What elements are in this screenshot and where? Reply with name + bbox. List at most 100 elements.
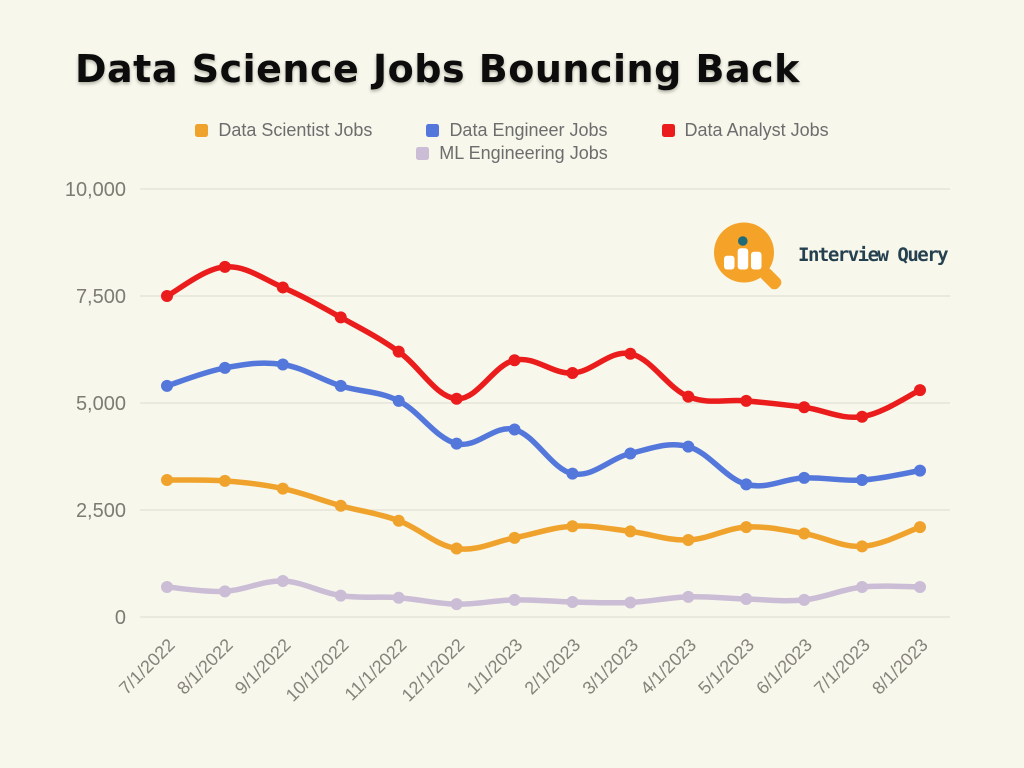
series-line-data-scientist-jobs <box>164 477 923 552</box>
data-point-data-engineer-jobs-11/1/2022 <box>392 394 405 407</box>
legend-item-data-analyst-jobs: Data Analyst Jobs <box>661 120 829 141</box>
data-point-data-analyst-jobs-8/1/2023 <box>914 384 926 397</box>
x-axis-label: 3/1/2023 <box>579 635 643 699</box>
legend-label: Data Engineer Jobs <box>449 120 608 140</box>
data-point-data-analyst-jobs-1/1/2023 <box>508 354 521 367</box>
data-point-data-scientist-jobs-8/1/2022 <box>218 474 231 487</box>
data-point-data-scientist-jobs-10/1/2022 <box>334 499 347 512</box>
data-point-data-analyst-jobs-7/1/2022 <box>161 290 173 302</box>
chart-title: Data Science Jobs Bouncing Back <box>75 47 800 91</box>
data-point-ml-engineering-jobs-4/1/2023 <box>682 590 695 603</box>
data-point-ml-engineering-jobs-3/1/2023 <box>624 596 637 609</box>
data-point-data-scientist-jobs-5/1/2023 <box>740 521 753 534</box>
data-point-ml-engineering-jobs-7/1/2022 <box>161 581 173 594</box>
data-point-data-engineer-jobs-7/1/2023 <box>856 474 869 487</box>
data-point-data-analyst-jobs-4/1/2023 <box>682 390 695 403</box>
data-point-ml-engineering-jobs-7/1/2023 <box>856 581 869 594</box>
data-point-data-engineer-jobs-6/1/2023 <box>798 471 811 484</box>
data-point-data-analyst-jobs-8/1/2022 <box>218 260 231 273</box>
legend-item-data-scientist-jobs: Data Scientist Jobs <box>195 120 372 141</box>
data-point-ml-engineering-jobs-9/1/2022 <box>276 575 289 588</box>
data-point-data-scientist-jobs-7/1/2023 <box>856 540 869 553</box>
legend-swatch <box>426 124 440 137</box>
legend-item-ml-engineering-jobs: ML Engineering Jobs <box>416 143 608 164</box>
y-axis-label: 0 <box>115 607 126 629</box>
data-point-data-engineer-jobs-9/1/2022 <box>276 358 289 371</box>
y-axis-label: 2,500 <box>76 500 126 522</box>
x-axis-label: 10/1/2022 <box>282 635 353 706</box>
data-point-ml-engineering-jobs-1/1/2023 <box>508 593 521 606</box>
legend-label: ML Engineering Jobs <box>439 143 608 163</box>
logo-dot <box>738 236 748 246</box>
legend-row-2: ML Engineering Jobs <box>416 143 608 164</box>
data-point-data-analyst-jobs-11/1/2022 <box>392 345 405 358</box>
x-axis-label: 12/1/2022 <box>398 635 469 706</box>
magnifier-bar-chart-icon <box>714 222 782 290</box>
legend-swatch <box>195 124 209 137</box>
data-point-data-engineer-jobs-7/1/2022 <box>161 379 173 392</box>
data-point-data-scientist-jobs-6/1/2023 <box>798 527 811 540</box>
data-point-data-engineer-jobs-12/1/2022 <box>450 437 463 450</box>
data-point-data-analyst-jobs-3/1/2023 <box>624 347 637 360</box>
chart-legend: Data Scientist Jobs Data Engineer Jobs Dat… <box>0 120 1024 164</box>
data-point-ml-engineering-jobs-10/1/2022 <box>334 589 347 602</box>
data-point-data-engineer-jobs-4/1/2023 <box>682 440 695 453</box>
x-axis-label: 5/1/2023 <box>694 635 758 699</box>
legend-item-data-engineer-jobs: Data Engineer Jobs <box>426 120 608 141</box>
data-point-ml-engineering-jobs-8/1/2022 <box>218 585 231 598</box>
data-point-data-engineer-jobs-1/1/2023 <box>508 423 521 436</box>
x-axis-label: 6/1/2023 <box>752 635 816 699</box>
x-axis-label: 7/1/2023 <box>810 635 874 699</box>
data-point-data-engineer-jobs-8/1/2022 <box>218 361 231 374</box>
data-point-data-analyst-jobs-9/1/2022 <box>276 281 289 294</box>
legend-swatch <box>661 124 675 137</box>
data-point-data-engineer-jobs-8/1/2023 <box>914 464 926 477</box>
data-point-data-scientist-jobs-4/1/2023 <box>682 533 695 546</box>
legend-label: Data Analyst Jobs <box>684 120 829 140</box>
data-point-ml-engineering-jobs-8/1/2023 <box>914 581 926 594</box>
data-point-data-scientist-jobs-3/1/2023 <box>624 525 637 538</box>
data-point-data-engineer-jobs-3/1/2023 <box>624 447 637 460</box>
data-point-data-engineer-jobs-2/1/2023 <box>566 467 579 480</box>
brand-name: Interview Query <box>798 244 949 266</box>
data-point-data-engineer-jobs-5/1/2023 <box>740 478 753 491</box>
data-point-data-scientist-jobs-9/1/2022 <box>276 482 289 495</box>
data-point-data-scientist-jobs-1/1/2023 <box>508 531 521 544</box>
data-point-data-analyst-jobs-6/1/2023 <box>798 401 811 414</box>
x-axis-label: 8/1/2022 <box>173 635 237 699</box>
x-axis-label: 2/1/2023 <box>521 635 585 699</box>
data-point-data-scientist-jobs-2/1/2023 <box>566 520 579 533</box>
logo-bar-medium <box>751 251 762 270</box>
data-point-data-scientist-jobs-11/1/2022 <box>392 514 405 527</box>
x-axis-label: 8/1/2023 <box>868 635 932 699</box>
legend-row-1: Data Scientist Jobs Data Engineer Jobs Dat… <box>195 120 829 141</box>
data-point-data-scientist-jobs-12/1/2022 <box>450 542 463 555</box>
data-point-ml-engineering-jobs-11/1/2022 <box>392 591 405 604</box>
legend-swatch <box>416 147 430 160</box>
y-axis-label: 5,000 <box>76 393 126 415</box>
y-axis-label: 10,000 <box>65 179 126 201</box>
data-point-ml-engineering-jobs-5/1/2023 <box>740 593 753 606</box>
series-line-data-engineer-jobs <box>164 360 923 489</box>
data-point-data-analyst-jobs-10/1/2022 <box>334 311 347 324</box>
x-axis-label: 1/1/2023 <box>463 635 527 699</box>
data-point-data-analyst-jobs-7/1/2023 <box>856 410 869 423</box>
data-point-data-scientist-jobs-8/1/2023 <box>914 521 926 534</box>
data-point-ml-engineering-jobs-6/1/2023 <box>798 593 811 606</box>
y-axis-label: 7,500 <box>76 286 126 308</box>
x-axis-label: 4/1/2023 <box>636 635 700 699</box>
brand-logo: Interview Query <box>707 217 949 293</box>
data-point-data-analyst-jobs-2/1/2023 <box>566 367 579 380</box>
legend-label: Data Scientist Jobs <box>218 120 373 140</box>
logo-bar-short <box>724 255 735 270</box>
logo-bar-tall <box>737 248 749 270</box>
data-point-data-engineer-jobs-10/1/2022 <box>334 379 347 392</box>
data-point-data-analyst-jobs-12/1/2022 <box>450 392 463 405</box>
data-point-ml-engineering-jobs-12/1/2022 <box>450 598 463 611</box>
x-axis-label: 7/1/2022 <box>115 635 179 699</box>
data-point-data-analyst-jobs-5/1/2023 <box>740 394 753 407</box>
data-point-ml-engineering-jobs-2/1/2023 <box>566 596 579 609</box>
data-point-data-scientist-jobs-7/1/2022 <box>161 474 173 487</box>
